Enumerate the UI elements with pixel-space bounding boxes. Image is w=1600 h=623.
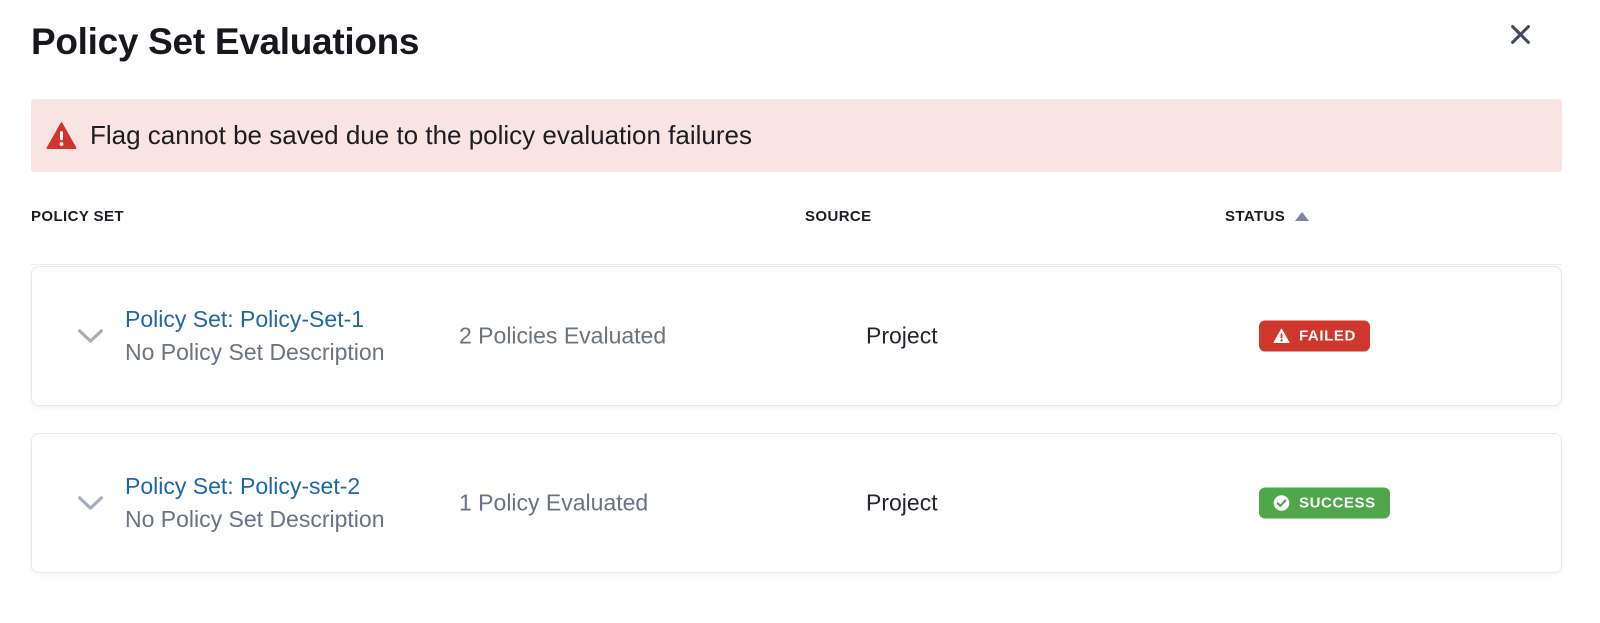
source-value: Project — [866, 489, 938, 516]
policy-set-link[interactable]: Policy Set: Policy-Set-1 — [125, 306, 365, 332]
source-value: Project — [866, 322, 938, 349]
policy-set-description: No Policy Set Description — [125, 506, 385, 532]
column-header-status-label: STATUS — [1225, 208, 1286, 225]
expand-row-button[interactable] — [72, 491, 109, 516]
modal-header: Policy Set Evaluations — [31, 20, 1562, 68]
table-header: POLICY SET SOURCE STATUS — [31, 172, 1562, 265]
chevron-down-icon — [78, 329, 103, 343]
status-badge-label: FAILED — [1299, 327, 1356, 345]
chevron-down-icon — [78, 496, 103, 510]
expand-row-button[interactable] — [72, 324, 109, 349]
warning-triangle-icon — [1273, 328, 1290, 343]
column-header-policy-set[interactable]: POLICY SET — [31, 208, 124, 225]
column-header-source[interactable]: SOURCE — [805, 208, 872, 225]
policy-set-cell: Policy Set: Policy-Set-1 No Policy Set D… — [125, 303, 385, 369]
policy-set-row-1: Policy Set: Policy-Set-1 No Policy Set D… — [31, 266, 1562, 406]
sort-ascending-icon — [1295, 211, 1310, 221]
policies-evaluated-count: 1 Policy Evaluated — [459, 489, 649, 516]
policy-set-description: No Policy Set Description — [125, 339, 385, 365]
policy-set-row-2: Policy Set: Policy-set-2 No Policy Set D… — [31, 433, 1562, 573]
status-badge-failed: FAILED — [1259, 320, 1370, 352]
warning-triangle-icon — [46, 121, 77, 149]
alert-banner: Flag cannot be saved due to the policy e… — [31, 99, 1562, 172]
check-circle-icon — [1273, 495, 1290, 511]
policies-evaluated-count: 2 Policies Evaluated — [459, 322, 667, 349]
status-badge-label: SUCCESS — [1299, 494, 1376, 512]
close-button[interactable] — [1502, 16, 1538, 52]
column-header-status[interactable]: STATUS — [1225, 208, 1310, 225]
policy-set-cell: Policy Set: Policy-set-2 No Policy Set D… — [125, 470, 385, 536]
status-badge-success: SUCCESS — [1259, 487, 1390, 519]
policy-set-link[interactable]: Policy Set: Policy-set-2 — [125, 473, 361, 499]
alert-message: Flag cannot be saved due to the policy e… — [90, 120, 752, 150]
close-icon — [1510, 24, 1530, 44]
page-title: Policy Set Evaluations — [31, 21, 420, 62]
